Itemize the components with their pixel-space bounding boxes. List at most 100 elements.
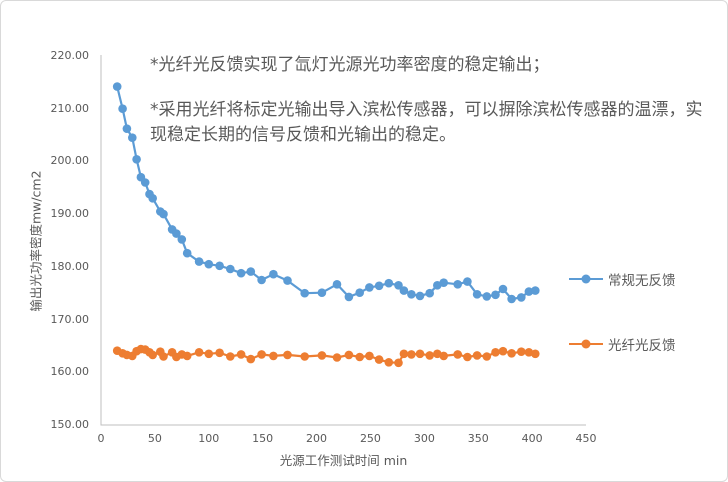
legend-label: 光纤光反馈 — [608, 338, 676, 354]
legend-item-no-feedback: 常规无反馈 — [569, 271, 676, 289]
data-point-marker — [204, 259, 214, 269]
data-point-marker — [132, 155, 141, 164]
data-point-marker — [384, 278, 394, 288]
data-point-marker — [332, 353, 342, 362]
data-point-marker — [283, 276, 292, 285]
data-point-marker — [122, 124, 132, 133]
x-axis-tick-label: 0 — [97, 432, 105, 445]
data-point-marker — [148, 350, 157, 360]
data-point-marker — [425, 288, 435, 298]
data-point-marker — [344, 292, 354, 302]
data-point-marker — [194, 257, 204, 266]
y-axis-tick-label: 220.00 — [50, 49, 90, 62]
data-point-marker — [182, 248, 192, 258]
data-point-marker — [491, 348, 500, 357]
data-point-marker — [531, 286, 540, 295]
x-axis-tick-label: 100 — [198, 432, 220, 445]
x-axis-title: 光源工作测试时间 min — [279, 453, 408, 468]
data-point-marker — [257, 275, 266, 285]
data-point-marker — [159, 352, 168, 361]
data-point-marker — [246, 267, 256, 276]
data-point-marker — [355, 352, 365, 362]
y-axis-tick-label: 200.00 — [50, 154, 90, 168]
data-point-marker — [365, 351, 374, 361]
y-axis-tick-label: 180.00 — [50, 259, 90, 273]
data-point-marker — [215, 348, 224, 358]
y-axis-tick-label: 150.00 — [50, 418, 90, 431]
chart-annotation: *光纤光反馈实现了氙灯光源光功率密度的稳定输出； *采用光纤将标定光输出导入滨松… — [150, 53, 712, 168]
y-axis-tick-label: 210.00 — [50, 101, 90, 115]
data-point-marker — [269, 269, 278, 279]
legend-marker-graphic — [569, 339, 603, 349]
data-point-marker — [215, 261, 224, 271]
data-point-marker — [517, 293, 526, 302]
legend-dot — [581, 339, 591, 349]
data-point-marker — [355, 288, 365, 298]
x-axis-tick-label: 400 — [521, 432, 543, 445]
data-point-marker — [399, 349, 409, 359]
data-point-marker — [374, 355, 384, 364]
data-point-marker — [159, 209, 168, 219]
data-point-marker — [453, 280, 463, 289]
data-point-marker — [140, 178, 150, 187]
series-0 — [112, 82, 540, 304]
data-point-marker — [177, 235, 187, 244]
data-point-marker — [507, 294, 516, 304]
y-axis-tick-label: 190.00 — [50, 207, 90, 221]
data-point-marker — [498, 346, 508, 356]
data-point-marker — [283, 350, 292, 360]
data-point-marker — [236, 268, 246, 278]
data-point-marker — [407, 290, 416, 299]
data-point-marker — [226, 352, 235, 361]
data-point-marker — [439, 351, 449, 361]
series-1 — [112, 344, 540, 368]
data-point-marker — [453, 350, 463, 359]
data-point-marker — [257, 350, 266, 359]
data-point-marker — [531, 349, 540, 359]
x-axis-tick-label: 50 — [147, 432, 162, 445]
data-point-marker — [425, 351, 435, 360]
data-point-marker — [524, 287, 534, 296]
y-axis-title: 输出光功率密度mw/cm2 — [28, 170, 44, 312]
data-point-marker — [415, 291, 425, 301]
annotation-line-2: *采用光纤将标定光输出导入滨松传感器，可以摒除滨松传感器的温漂，实现稳定长期的信… — [150, 100, 703, 145]
data-point-marker — [407, 350, 416, 359]
data-point-marker — [269, 351, 278, 361]
x-axis-tick-label: 300 — [413, 432, 435, 445]
data-point-marker — [112, 82, 122, 91]
data-point-marker — [226, 264, 235, 274]
data-point-marker — [118, 104, 127, 113]
data-point-marker — [415, 349, 425, 359]
data-point-marker — [517, 347, 526, 357]
data-point-marker — [344, 350, 354, 360]
data-point-marker — [128, 133, 137, 142]
data-point-marker — [482, 352, 492, 361]
x-axis-tick-label: 450 — [575, 432, 597, 445]
data-point-marker — [317, 288, 327, 298]
data-point-marker — [300, 352, 310, 361]
x-axis-tick-label: 250 — [359, 432, 381, 445]
legend-line-dot-icon — [569, 338, 603, 350]
data-point-marker — [246, 354, 256, 364]
data-point-marker — [300, 288, 310, 298]
data-point-marker — [332, 280, 342, 289]
data-point-marker — [384, 358, 394, 367]
data-point-marker — [482, 292, 492, 301]
data-point-marker — [472, 351, 482, 360]
data-point-marker — [148, 194, 157, 203]
x-axis-tick-label: 200 — [306, 432, 328, 445]
data-point-marker — [498, 284, 508, 294]
legend-line-dot-icon — [569, 273, 603, 285]
legend-marker-graphic — [569, 274, 603, 284]
data-point-marker — [172, 229, 181, 238]
data-point-marker — [463, 352, 472, 362]
x-axis-tick-label: 150 — [252, 432, 274, 445]
axis-lines — [100, 55, 586, 426]
data-point-marker — [507, 349, 516, 358]
annotation-line-1: *光纤光反馈实现了氙灯光源光功率密度的稳定输出； — [150, 55, 550, 75]
data-point-marker — [491, 290, 500, 300]
data-point-marker — [236, 350, 246, 359]
data-point-marker — [365, 283, 374, 292]
